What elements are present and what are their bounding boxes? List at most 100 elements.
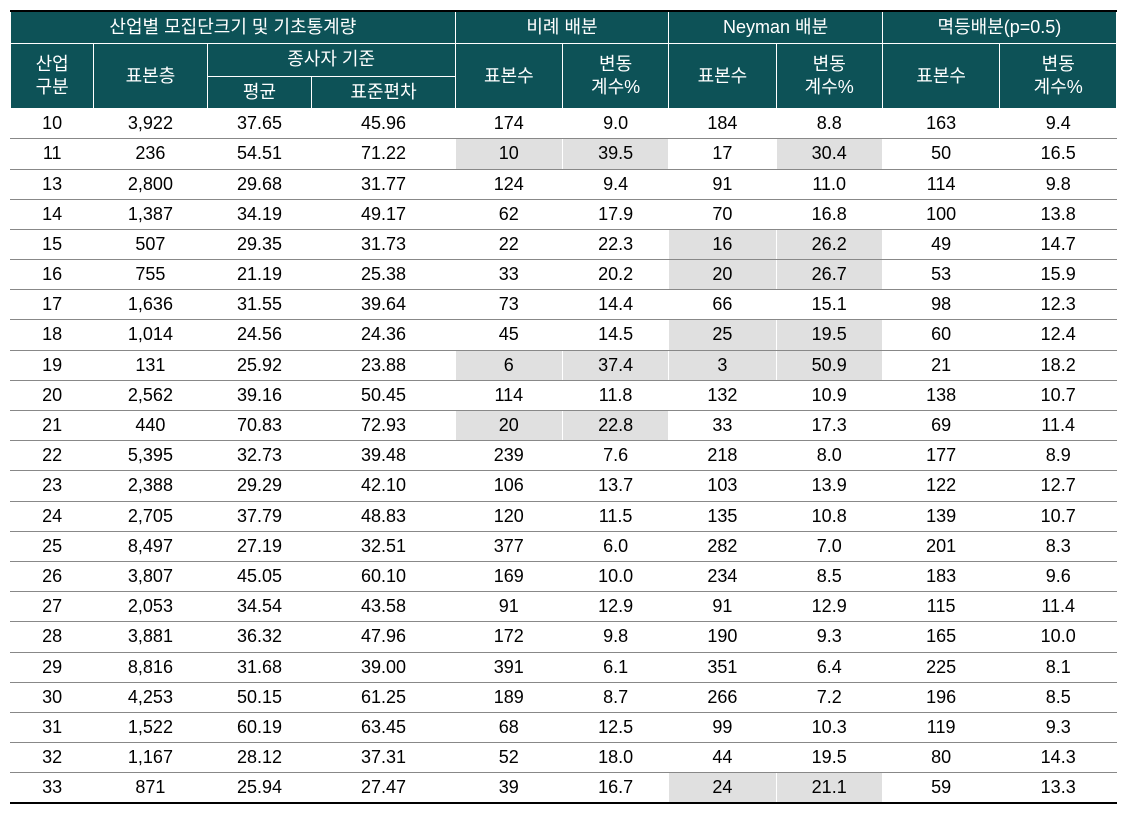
cell-neyman-n: 190 bbox=[669, 622, 776, 652]
cell-power-n: 122 bbox=[882, 471, 1000, 501]
cell-power-cv: 12.7 bbox=[1000, 471, 1117, 501]
cell-power-n: 69 bbox=[882, 411, 1000, 441]
cell-neyman-n: 103 bbox=[669, 471, 776, 501]
cell-neyman-cv: 50.9 bbox=[776, 350, 882, 380]
cell-industry: 17 bbox=[11, 290, 94, 320]
table-row: 263,80745.0560.1016910.02348.51839.6 bbox=[11, 561, 1117, 591]
header-pow-cv: 변동 계수% bbox=[1000, 44, 1117, 109]
cell-power-n: 49 bbox=[882, 229, 1000, 259]
cell-power-n: 138 bbox=[882, 380, 1000, 410]
cell-neyman-n: 266 bbox=[669, 682, 776, 712]
cell-mean: 29.35 bbox=[207, 229, 312, 259]
cell-neyman-cv: 10.9 bbox=[776, 380, 882, 410]
cell-power-cv: 10.7 bbox=[1000, 501, 1117, 531]
cell-industry: 30 bbox=[11, 682, 94, 712]
cell-industry: 14 bbox=[11, 199, 94, 229]
cell-stddev: 32.51 bbox=[312, 531, 455, 561]
cell-proportional-n: 124 bbox=[455, 169, 562, 199]
cell-proportional-n: 45 bbox=[455, 320, 562, 350]
cell-industry: 24 bbox=[11, 501, 94, 531]
table-row: 3387125.9427.473916.72421.15913.3 bbox=[11, 773, 1117, 804]
table-row: 232,38829.2942.1010613.710313.912212.7 bbox=[11, 471, 1117, 501]
table-row: 321,16728.1237.315218.04419.58014.3 bbox=[11, 743, 1117, 773]
cell-power-n: 119 bbox=[882, 712, 1000, 742]
cell-strata: 2,562 bbox=[94, 380, 207, 410]
header-prop-cv: 변동 계수% bbox=[562, 44, 668, 109]
cell-proportional-n: 20 bbox=[455, 411, 562, 441]
cell-proportional-cv: 12.9 bbox=[562, 592, 668, 622]
cell-neyman-cv: 10.3 bbox=[776, 712, 882, 742]
cell-mean: 70.83 bbox=[207, 411, 312, 441]
cell-power-cv: 8.9 bbox=[1000, 441, 1117, 471]
cell-power-n: 80 bbox=[882, 743, 1000, 773]
cell-power-cv: 8.1 bbox=[1000, 652, 1117, 682]
cell-power-n: 115 bbox=[882, 592, 1000, 622]
cell-proportional-n: 377 bbox=[455, 531, 562, 561]
cell-proportional-cv: 22.3 bbox=[562, 229, 668, 259]
cell-stddev: 27.47 bbox=[312, 773, 455, 804]
cell-neyman-cv: 16.8 bbox=[776, 199, 882, 229]
cell-stddev: 63.45 bbox=[312, 712, 455, 742]
cell-industry: 15 bbox=[11, 229, 94, 259]
cell-power-n: 59 bbox=[882, 773, 1000, 804]
cell-neyman-n: 3 bbox=[669, 350, 776, 380]
cell-power-cv: 10.7 bbox=[1000, 380, 1117, 410]
table-row: 1675521.1925.383320.22026.75315.9 bbox=[11, 260, 1117, 290]
cell-industry: 31 bbox=[11, 712, 94, 742]
cell-proportional-n: 6 bbox=[455, 350, 562, 380]
cell-neyman-n: 33 bbox=[669, 411, 776, 441]
cell-proportional-cv: 9.4 bbox=[562, 169, 668, 199]
cell-proportional-n: 239 bbox=[455, 441, 562, 471]
cell-mean: 31.68 bbox=[207, 652, 312, 682]
cell-proportional-n: 169 bbox=[455, 561, 562, 591]
cell-strata: 507 bbox=[94, 229, 207, 259]
cell-strata: 871 bbox=[94, 773, 207, 804]
cell-power-n: 98 bbox=[882, 290, 1000, 320]
cell-mean: 34.54 bbox=[207, 592, 312, 622]
cell-strata: 2,388 bbox=[94, 471, 207, 501]
table-row: 1550729.3531.732222.31626.24914.7 bbox=[11, 229, 1117, 259]
cell-power-cv: 8.5 bbox=[1000, 682, 1117, 712]
cell-power-cv: 14.3 bbox=[1000, 743, 1117, 773]
cell-power-cv: 15.9 bbox=[1000, 260, 1117, 290]
table-row: 141,38734.1949.176217.97016.810013.8 bbox=[11, 199, 1117, 229]
cell-stddev: 60.10 bbox=[312, 561, 455, 591]
cell-proportional-cv: 6.1 bbox=[562, 652, 668, 682]
header-group-statistics: 산업별 모집단크기 및 기초통계량 bbox=[11, 11, 456, 44]
cell-proportional-n: 52 bbox=[455, 743, 562, 773]
cell-mean: 31.55 bbox=[207, 290, 312, 320]
cell-mean: 24.56 bbox=[207, 320, 312, 350]
cell-proportional-cv: 39.5 bbox=[562, 139, 668, 169]
cell-stddev: 50.45 bbox=[312, 380, 455, 410]
table-row: 1913125.9223.88637.4350.92118.2 bbox=[11, 350, 1117, 380]
cell-power-n: 201 bbox=[882, 531, 1000, 561]
cell-industry: 20 bbox=[11, 380, 94, 410]
table-row: 202,56239.1650.4511411.813210.913810.7 bbox=[11, 380, 1117, 410]
cell-neyman-cv: 8.8 bbox=[776, 109, 882, 139]
cell-proportional-n: 91 bbox=[455, 592, 562, 622]
cell-industry: 25 bbox=[11, 531, 94, 561]
cell-mean: 39.16 bbox=[207, 380, 312, 410]
cell-neyman-cv: 19.5 bbox=[776, 743, 882, 773]
cell-stddev: 39.00 bbox=[312, 652, 455, 682]
cell-neyman-cv: 13.9 bbox=[776, 471, 882, 501]
cell-proportional-n: 73 bbox=[455, 290, 562, 320]
table-row: 258,49727.1932.513776.02827.02018.3 bbox=[11, 531, 1117, 561]
cell-neyman-cv: 11.0 bbox=[776, 169, 882, 199]
cell-stddev: 39.48 bbox=[312, 441, 455, 471]
cell-proportional-n: 68 bbox=[455, 712, 562, 742]
cell-power-n: 139 bbox=[882, 501, 1000, 531]
cell-neyman-n: 91 bbox=[669, 592, 776, 622]
cell-mean: 37.65 bbox=[207, 109, 312, 139]
header-ney-n: 표본수 bbox=[669, 44, 776, 109]
table-row: 272,05334.5443.589112.99112.911511.4 bbox=[11, 592, 1117, 622]
cell-power-cv: 12.3 bbox=[1000, 290, 1117, 320]
cell-proportional-cv: 6.0 bbox=[562, 531, 668, 561]
cell-power-n: 50 bbox=[882, 139, 1000, 169]
cell-strata: 3,922 bbox=[94, 109, 207, 139]
cell-proportional-n: 114 bbox=[455, 380, 562, 410]
cell-industry: 10 bbox=[11, 109, 94, 139]
cell-proportional-n: 120 bbox=[455, 501, 562, 531]
cell-power-cv: 13.3 bbox=[1000, 773, 1117, 804]
cell-strata: 8,497 bbox=[94, 531, 207, 561]
